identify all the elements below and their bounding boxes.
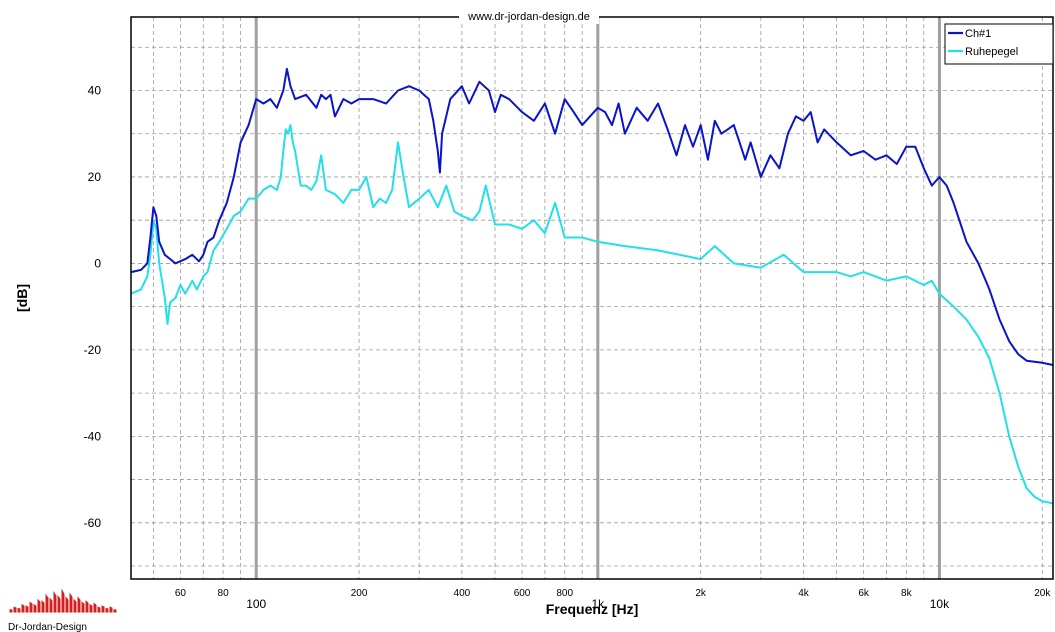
- x-axis-label: Frequenz [Hz]: [546, 601, 639, 617]
- x-tick-label-minor: 800: [556, 588, 573, 599]
- x-tick-label-minor: 400: [454, 588, 471, 599]
- y-tick-label: -20: [84, 343, 102, 357]
- legend-box: [944, 23, 1054, 65]
- watermark: www.dr-jordan-design.de: [467, 11, 590, 23]
- x-tick-label-minor: 2k: [695, 588, 707, 599]
- legend: Ch#1 Ruhepegel: [944, 23, 1054, 65]
- y-axis-label: [dB]: [14, 284, 30, 312]
- series-line-ch-1: [130, 67, 1054, 366]
- legend-label: Ch#1: [965, 28, 991, 40]
- x-tick-label-minor: 80: [218, 588, 230, 599]
- series-group: [130, 67, 1054, 505]
- x-tick-label-major: 1k: [591, 597, 605, 611]
- grid: [131, 17, 1053, 579]
- x-tick-label-minor: 200: [351, 588, 368, 599]
- logo-waveform-icon: [9, 588, 117, 613]
- y-tick-label: 40: [88, 83, 102, 97]
- y-tick-label: -60: [84, 516, 102, 530]
- legend-label: Ruhepegel: [965, 46, 1018, 58]
- x-tick-label-minor: 4k: [798, 588, 810, 599]
- x-tick-label-major: 100: [246, 597, 266, 611]
- y-tick-label: 20: [88, 170, 102, 184]
- logo-text: Dr-Jordan-Design: [8, 622, 87, 632]
- x-tick-label-minor: 60: [175, 588, 187, 599]
- plot-frame: [130, 16, 1054, 580]
- x-tick-label-minor: 6k: [858, 588, 870, 599]
- x-tick-label-major: 10k: [930, 597, 950, 611]
- x-tick-label-minor: 600: [514, 588, 531, 599]
- x-tick-label-minor: 8k: [901, 588, 913, 599]
- watermark-background: [459, 10, 599, 24]
- y-tick-label: -40: [84, 429, 102, 443]
- series-line-ruhepegel: [130, 124, 1054, 505]
- x-tick-label-minor: 20k: [1034, 588, 1051, 599]
- y-tick-label: 0: [94, 256, 101, 270]
- dr-jordan-design-logo: Dr-Jordan-Design: [8, 588, 117, 632]
